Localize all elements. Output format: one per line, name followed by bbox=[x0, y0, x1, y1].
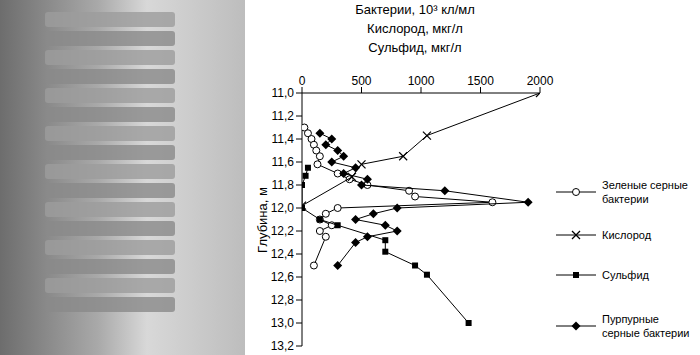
html-text:Сульфид, мкг/л: Сульфид, мкг/л bbox=[368, 40, 462, 55]
svg-text:500: 500 bbox=[351, 74, 371, 88]
svg-text:1000: 1000 bbox=[408, 74, 435, 88]
html-text:Бактерии, 10³ кл/мл: Бактерии, 10³ кл/мл bbox=[355, 2, 475, 17]
svg-text:11,8: 11,8 bbox=[272, 178, 295, 192]
svg-text:13,0: 13,0 bbox=[271, 316, 295, 330]
svg-text:12,8: 12,8 bbox=[271, 293, 295, 307]
html-text:Зеленые серные бактерии: Зеленые серные бактерии bbox=[602, 179, 688, 205]
svg-text:13,2: 13,2 bbox=[271, 339, 295, 353]
svg-text:11,0: 11,0 bbox=[272, 86, 295, 100]
svg-text:0: 0 bbox=[299, 74, 306, 88]
svg-text:1500: 1500 bbox=[467, 74, 494, 88]
svg-text:12,4: 12,4 bbox=[271, 247, 295, 261]
svg-text:11,2: 11,2 bbox=[272, 109, 295, 123]
svg-text:12,2: 12,2 bbox=[271, 224, 295, 238]
svg-text:2000: 2000 bbox=[527, 74, 554, 88]
html-text:Глубина, м: Глубина, м bbox=[254, 187, 270, 253]
svg-text:12,0: 12,0 bbox=[271, 201, 295, 215]
svg-text:11,6: 11,6 bbox=[272, 155, 295, 169]
html-text:Пурпурные серные бактерии: Пурпурные серные бактерии bbox=[602, 313, 690, 339]
html-text:Кислород, мкг/л: Кислород, мкг/л bbox=[367, 21, 463, 36]
svg-text:11,4: 11,4 bbox=[272, 132, 295, 146]
svg-text:12,6: 12,6 bbox=[271, 270, 295, 284]
html-text:Сульфид: Сульфид bbox=[602, 269, 649, 281]
html-text:Кислород: Кислород bbox=[602, 229, 652, 241]
